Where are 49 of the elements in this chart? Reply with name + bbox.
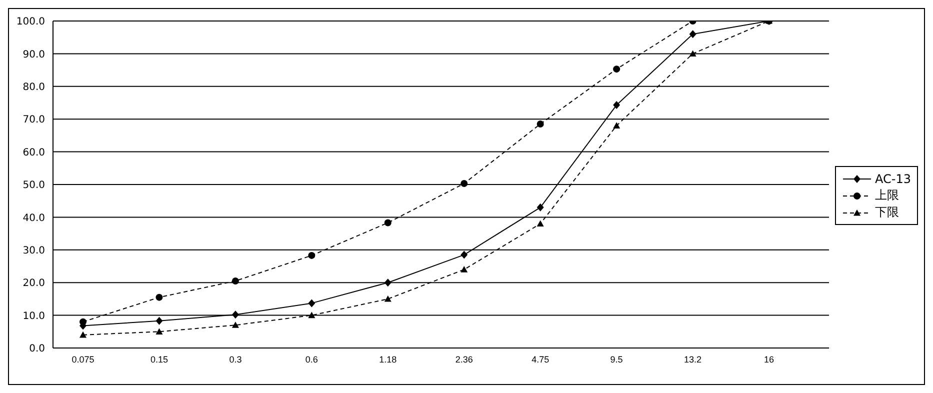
x-tick-label: 1.18 bbox=[379, 354, 397, 364]
x-tick-label: 2.36 bbox=[455, 354, 473, 364]
point bbox=[536, 220, 544, 227]
point bbox=[156, 294, 163, 301]
point bbox=[613, 122, 620, 128]
point bbox=[156, 328, 163, 334]
point bbox=[460, 180, 468, 188]
x-tick-label: 13.2 bbox=[684, 354, 702, 364]
point bbox=[80, 318, 86, 326]
point bbox=[460, 266, 468, 272]
point bbox=[156, 316, 163, 325]
y-tick-label: 40.0 bbox=[22, 212, 45, 224]
point bbox=[536, 120, 544, 128]
x-tick-label: 0.3 bbox=[229, 354, 242, 364]
point bbox=[384, 219, 392, 226]
y-tick-label: 30.0 bbox=[22, 245, 45, 256]
y-tick-label: 20.0 bbox=[22, 278, 45, 290]
point bbox=[308, 312, 316, 318]
x-tick-label: 9.5 bbox=[610, 354, 623, 364]
point bbox=[460, 250, 468, 259]
x-tick-label: 0.075 bbox=[72, 354, 94, 364]
y-tick-label: 50.0 bbox=[22, 180, 45, 192]
point bbox=[80, 331, 86, 338]
legend-label: AC-13 bbox=[875, 172, 911, 186]
y-tick-label: 0.0 bbox=[29, 344, 45, 355]
y-tick-label: 90.0 bbox=[22, 49, 45, 60]
y-tick-label: 60.0 bbox=[22, 147, 45, 158]
point bbox=[613, 66, 620, 73]
y-tick-label: 70.0 bbox=[22, 114, 45, 126]
point bbox=[689, 50, 696, 56]
legend-label: 上限 bbox=[875, 187, 900, 204]
legend-label: 下限 bbox=[875, 204, 900, 221]
point bbox=[232, 277, 239, 284]
x-tick-label: 16 bbox=[764, 354, 774, 364]
x-tick-label: 0.15 bbox=[150, 354, 168, 364]
point bbox=[536, 203, 544, 212]
point bbox=[308, 299, 316, 308]
y-tick-label: 10.0 bbox=[22, 310, 45, 322]
y-tick-label: 100.0 bbox=[16, 16, 45, 28]
point bbox=[232, 322, 239, 328]
point bbox=[613, 101, 620, 110]
y-tick-label: 80.0 bbox=[22, 82, 45, 93]
point bbox=[232, 310, 239, 319]
x-tick-label: 0.6 bbox=[305, 354, 318, 364]
point bbox=[384, 295, 392, 302]
point bbox=[689, 30, 696, 38]
point bbox=[308, 252, 316, 259]
x-tick-label: 4.75 bbox=[532, 354, 550, 364]
point bbox=[384, 278, 392, 287]
